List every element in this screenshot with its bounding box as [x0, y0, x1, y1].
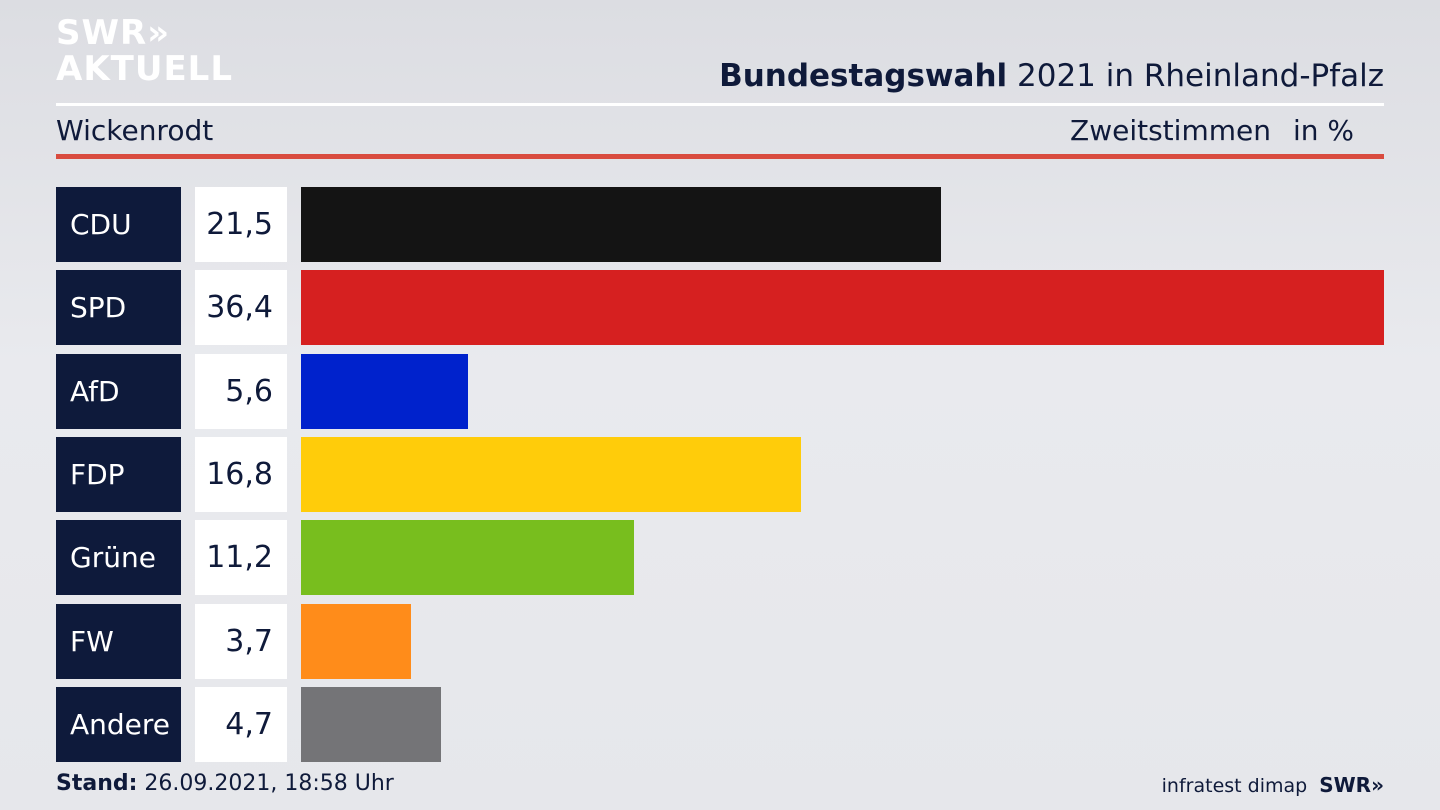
measure-label: Zweitstimmen in %: [1070, 114, 1354, 147]
timestamp: Stand: 26.09.2021, 18:58 Uhr: [56, 771, 394, 796]
title-rest: 2021 in Rheinland-Pfalz: [1007, 58, 1384, 94]
swr-brand-mark: SWR»: [1319, 773, 1384, 797]
bar-row: AfD 5,6: [56, 354, 1384, 429]
bar: [301, 270, 1384, 345]
bar-row: SPD 36,4: [56, 270, 1384, 345]
header-divider: [56, 103, 1384, 106]
value-label: 11,2: [195, 520, 287, 595]
value-label: 36,4: [195, 270, 287, 345]
stand-value: 26.09.2021, 18:58 Uhr: [137, 771, 394, 796]
bar: [301, 687, 441, 762]
source-credit: infratest dimap SWR»: [1162, 773, 1384, 797]
bar-row: CDU 21,5: [56, 187, 1384, 262]
bar-row: Andere 4,7: [56, 687, 1384, 762]
value-label: 3,7: [195, 604, 287, 679]
party-label: AfD: [56, 354, 181, 429]
measure-text: Zweitstimmen: [1070, 114, 1271, 147]
accent-divider: [56, 154, 1384, 159]
value-label: 5,6: [195, 354, 287, 429]
source-label: infratest dimap: [1161, 775, 1308, 797]
party-label: Andere: [56, 687, 181, 762]
bar: [301, 187, 941, 262]
bar: [301, 437, 801, 512]
bar: [301, 354, 468, 429]
bar-chart: CDU 21,5 SPD 36,4 AfD 5,6 FDP 16,8 Grüne 11,2 FW 3,…: [56, 187, 1384, 762]
bar-row: FW 3,7: [56, 604, 1384, 679]
value-label: 4,7: [195, 687, 287, 762]
bar: [301, 520, 634, 595]
location-label: Wickenrodt: [56, 114, 214, 147]
logo-line-2: AKTUELL: [56, 49, 234, 89]
logo-swr-text: SWR: [56, 13, 148, 53]
party-label: Grüne: [56, 520, 181, 595]
unit-label: in %: [1292, 114, 1354, 147]
chart-title: Bundestagswahl 2021 in Rheinland-Pfalz: [719, 58, 1384, 94]
bar-row: FDP 16,8: [56, 437, 1384, 512]
stand-label: Stand:: [56, 771, 138, 796]
swr-aktuell-logo: SWR» AKTUELL: [56, 16, 233, 86]
value-label: 16,8: [195, 437, 287, 512]
logo-arrows: »: [147, 13, 171, 53]
party-label: CDU: [56, 187, 181, 262]
logo-line-1: SWR»: [56, 16, 233, 50]
party-label: FDP: [56, 437, 181, 512]
party-label: SPD: [56, 270, 181, 345]
bar-row: Grüne 11,2: [56, 520, 1384, 595]
value-label: 21,5: [195, 187, 287, 262]
bar: [301, 604, 411, 679]
title-bold: Bundestagswahl: [719, 58, 1008, 94]
party-label: FW: [56, 604, 181, 679]
